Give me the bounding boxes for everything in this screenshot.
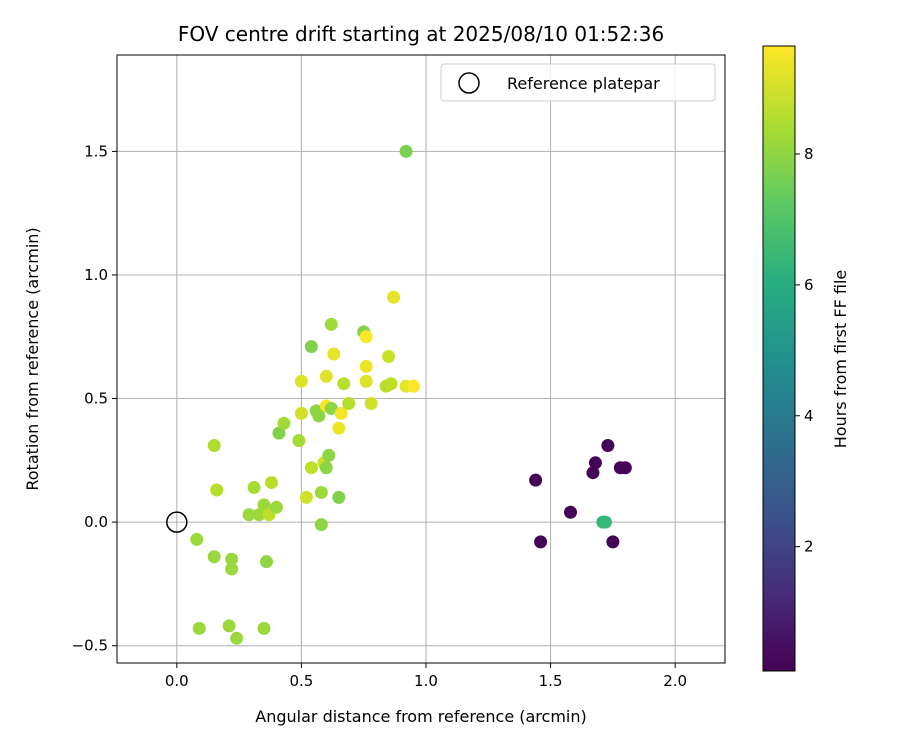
- y-tick-label: −0.5: [72, 637, 108, 655]
- data-point: [222, 619, 236, 633]
- y-tick-label: 0.5: [84, 390, 108, 408]
- data-point: [247, 481, 261, 495]
- data-point: [225, 562, 239, 576]
- data-point: [529, 473, 543, 487]
- chart-title: FOV centre drift starting at 2025/08/10 …: [178, 22, 664, 46]
- data-point: [337, 377, 351, 391]
- y-tick-label: 0.0: [84, 513, 108, 531]
- x-tick-label: 1.5: [539, 672, 563, 690]
- colorbar-frame: [762, 45, 796, 672]
- data-point: [364, 396, 378, 410]
- y-tick-label: 1.0: [84, 266, 108, 284]
- data-point: [269, 500, 283, 514]
- data-point: [382, 350, 396, 364]
- x-axis-ticks: 0.0 0.5 1.0 1.5 2.0: [165, 663, 687, 690]
- data-point: [207, 439, 221, 453]
- grid-lines: [117, 55, 725, 663]
- data-point: [319, 369, 333, 383]
- legend-box: [440, 63, 716, 102]
- legend-label-reference-platepar: Reference platepar: [507, 74, 660, 93]
- data-point: [294, 374, 308, 388]
- x-tick-label: 1.0: [414, 672, 438, 690]
- data-point: [210, 483, 224, 497]
- data-point: [252, 508, 266, 522]
- data-point: [359, 359, 373, 373]
- data-point: [294, 406, 308, 420]
- data-point: [277, 416, 291, 430]
- data-point: [242, 508, 256, 522]
- data-point: [314, 485, 328, 499]
- data-point: [324, 317, 338, 331]
- data-point: [272, 426, 286, 440]
- data-point: [207, 550, 221, 564]
- plot-area: [117, 55, 725, 663]
- data-point: [332, 490, 346, 504]
- data-point: [322, 448, 336, 462]
- data-point: [359, 374, 373, 388]
- legend: Reference platepar: [440, 63, 716, 102]
- data-point: [314, 518, 328, 532]
- data-point: [564, 505, 578, 519]
- data-point: [327, 347, 341, 361]
- data-point: [192, 621, 206, 635]
- data-point: [230, 631, 244, 645]
- data-point: [304, 340, 318, 354]
- x-axis-label: Angular distance from reference (arcmin): [255, 707, 586, 726]
- data-point: [359, 330, 373, 344]
- y-axis-ticks: −0.5 0.0 0.5 1.0 1.5: [72, 142, 117, 655]
- data-point: [534, 535, 548, 549]
- x-tick-label: 0.0: [165, 672, 189, 690]
- y-axis-label: Rotation from reference (arcmin): [23, 227, 42, 490]
- data-point: [319, 461, 333, 475]
- data-point: [334, 406, 348, 420]
- colorbar: 2 4 6 8 Hours from first FF file: [762, 45, 850, 672]
- colorbar-label: Hours from first FF file: [831, 270, 850, 449]
- data-point: [257, 621, 271, 635]
- data-point: [588, 456, 602, 470]
- data-point: [598, 515, 612, 529]
- legend-reference-marker: [458, 72, 480, 94]
- data-point: [606, 535, 620, 549]
- colorbar-tick-label: 6: [804, 276, 814, 294]
- data-point: [312, 409, 326, 423]
- data-point: [332, 421, 346, 435]
- x-tick-label: 0.5: [289, 672, 313, 690]
- plot-frame: [116, 54, 726, 664]
- y-tick-label: 1.5: [84, 142, 108, 160]
- data-point: [601, 439, 615, 453]
- colorbar-ticks: 2 4 6 8: [795, 145, 814, 556]
- data-point: [299, 490, 313, 504]
- reference-platepar-marker: [166, 511, 188, 533]
- data-point: [257, 498, 271, 512]
- data-points: [190, 144, 632, 645]
- colorbar-tick-label: 8: [804, 145, 814, 163]
- data-point: [260, 555, 274, 569]
- colorbar-tick-label: 4: [804, 407, 814, 425]
- x-tick-label: 2.0: [663, 672, 687, 690]
- data-point: [304, 461, 318, 475]
- data-point: [387, 290, 401, 304]
- data-point: [586, 466, 600, 480]
- data-point: [407, 379, 421, 393]
- data-point: [324, 401, 338, 415]
- data-point: [618, 461, 632, 475]
- colorbar-tick-label: 2: [804, 538, 814, 556]
- data-point: [292, 434, 306, 448]
- data-point: [384, 377, 398, 391]
- data-point: [264, 476, 278, 490]
- colorbar-gradient: [763, 46, 795, 671]
- data-point: [225, 552, 239, 566]
- data-point: [342, 396, 356, 410]
- data-point: [399, 144, 413, 158]
- reference-marker-layer: [166, 511, 188, 533]
- data-point: [190, 532, 204, 546]
